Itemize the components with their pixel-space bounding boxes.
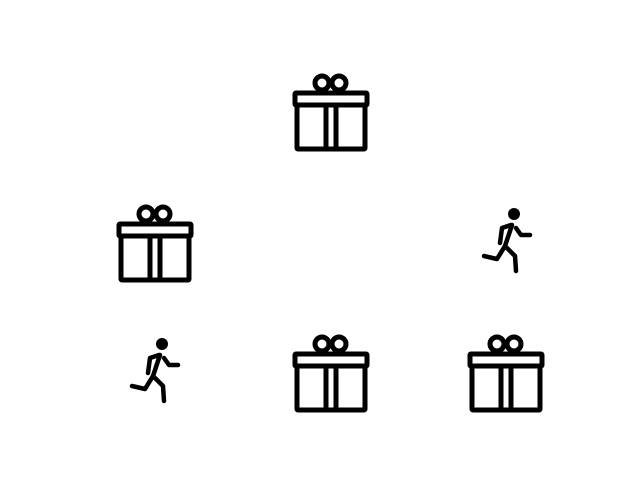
gift-icon	[292, 334, 370, 413]
gift-icon	[467, 334, 545, 413]
running-person-icon	[129, 338, 181, 404]
running-person-icon	[481, 208, 533, 274]
gift-icon	[292, 73, 370, 152]
gift-icon	[116, 204, 194, 283]
